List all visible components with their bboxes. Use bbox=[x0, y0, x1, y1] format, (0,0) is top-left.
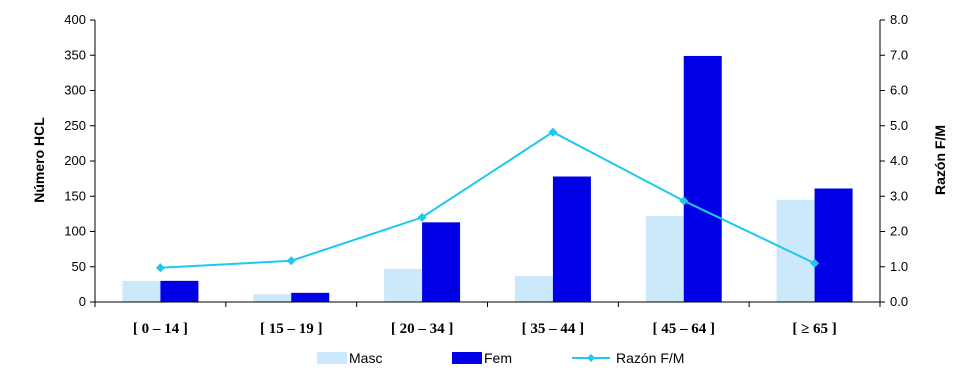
ratio-line-group bbox=[155, 127, 820, 273]
y-tick-label: 300 bbox=[64, 83, 86, 98]
x-tick-label: [ 20 – 34 ] bbox=[391, 321, 454, 337]
bar-masc bbox=[384, 268, 423, 302]
axes bbox=[94, 20, 881, 307]
ratio-point bbox=[679, 196, 689, 206]
bar-fem bbox=[160, 280, 199, 302]
y2-tick-label: 3.0 bbox=[890, 188, 908, 203]
ratio-point bbox=[810, 258, 820, 268]
x-tick-label: [ 45 – 64 ] bbox=[653, 321, 716, 337]
bar-fem bbox=[814, 188, 853, 302]
y-tick-label: 250 bbox=[64, 118, 86, 133]
y2-tick-label: 2.0 bbox=[890, 224, 908, 239]
bars bbox=[122, 55, 853, 302]
bar-masc bbox=[645, 215, 684, 302]
y2-tick-label: 5.0 bbox=[890, 118, 908, 133]
y2-tick-label: 8.0 bbox=[890, 12, 908, 27]
bar-fem bbox=[422, 222, 461, 302]
legend-label-masc: Masc bbox=[349, 350, 382, 366]
ratio-point bbox=[286, 256, 296, 266]
bar-masc bbox=[776, 199, 815, 302]
y2-tick-label: 7.0 bbox=[890, 47, 908, 62]
legend-marker-ratio bbox=[587, 354, 595, 362]
y2-tick-label: 4.0 bbox=[890, 153, 908, 168]
ratio-line bbox=[160, 130, 816, 269]
x-tick-label: [ 15 – 19 ] bbox=[260, 321, 323, 337]
ratio-point bbox=[548, 127, 558, 137]
x-tick-label: [ 0 – 14 ] bbox=[133, 321, 188, 337]
y-axis-ticks: 0 50 100 150 200 250 300 350 400 bbox=[64, 12, 95, 309]
ratio-point bbox=[417, 212, 427, 222]
ratio-point bbox=[155, 263, 165, 273]
bar-fem bbox=[552, 176, 591, 302]
category-labels: [ 0 – 14 ] [ 15 – 19 ] [ 20 – 34 ] [ 35 – 4… bbox=[133, 321, 837, 337]
y-tick-label: 150 bbox=[64, 188, 86, 203]
y-tick-label: 100 bbox=[64, 224, 86, 239]
x-tick-label: [ ≥ 65 ] bbox=[792, 321, 836, 337]
legend-label-fem: Fem bbox=[484, 350, 512, 366]
legend-swatch-masc bbox=[317, 352, 347, 364]
y-tick-label: 0 bbox=[79, 294, 86, 309]
y-tick-label: 200 bbox=[64, 153, 86, 168]
y-tick-label: 350 bbox=[64, 47, 86, 62]
bar-masc bbox=[253, 294, 292, 302]
y-tick-label: 50 bbox=[72, 259, 86, 274]
y-axis-title: Número HCL bbox=[31, 117, 47, 203]
y2-axis-ticks: 0.0 1.0 2.0 3.0 4.0 5.0 6.0 7.0 8.0 bbox=[880, 12, 908, 309]
x-tick-label: [ 35 – 44 ] bbox=[522, 321, 585, 337]
y2-tick-label: 6.0 bbox=[890, 83, 908, 98]
y2-axis-title: Razón F/M bbox=[932, 125, 948, 195]
y2-tick-label: 1.0 bbox=[890, 259, 908, 274]
legend: Masc Fem Razón F/M bbox=[317, 350, 684, 366]
legend-label-ratio: Razón F/M bbox=[616, 350, 684, 366]
legend-swatch-fem bbox=[452, 352, 482, 364]
bar-masc bbox=[122, 280, 161, 302]
bar-fem bbox=[683, 55, 722, 302]
y2-tick-label: 0.0 bbox=[890, 294, 908, 309]
bar-fem bbox=[291, 292, 330, 302]
bar-masc bbox=[514, 275, 553, 302]
y-tick-label: 400 bbox=[64, 12, 86, 27]
